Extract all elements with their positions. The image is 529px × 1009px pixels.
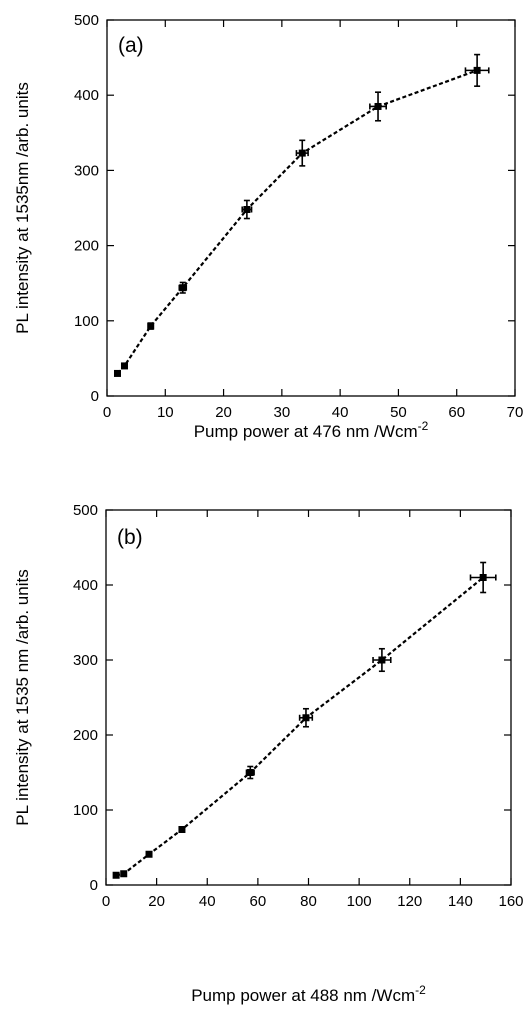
chart-panel-a: 0 10 20 30 40 50 60 70 0 100 200 300 400 500 (a) Pump p…: [13, 12, 523, 441]
y-axis-label: PL intensity at 1535 nm /arb. units: [13, 569, 32, 825]
y-tick-label: 300: [73, 652, 98, 669]
data-point: [246, 769, 254, 776]
y-tick-label: 400: [74, 87, 99, 104]
data-point: [479, 574, 487, 581]
y-tick-label: 500: [73, 502, 98, 519]
x-tick-label: 0: [102, 893, 110, 910]
data-point: [178, 826, 186, 833]
chart-panel-b: 0 20 40 60 80 100 120 140 160 0 100 200 300 400 500 (b)…: [13, 502, 524, 1005]
series-line: [115, 576, 484, 877]
x-tick-label: 60: [448, 404, 465, 421]
x-tick-label: 30: [274, 404, 291, 421]
x-tick-label: 120: [397, 893, 422, 910]
panel-label: (b): [117, 526, 143, 549]
x-tick-label: 40: [332, 404, 349, 421]
data-point: [145, 850, 153, 858]
data-point: [179, 284, 187, 292]
x-tick-label: 20: [148, 893, 165, 910]
x-axis-label: Pump power at 476 nm /Wcm-2: [194, 419, 429, 441]
x-axis-label: Pump power at 488 nm /Wcm-2: [191, 983, 426, 1005]
x-tick-label: 0: [103, 404, 111, 421]
data-point: [120, 362, 128, 370]
data-point: [243, 206, 251, 214]
data-point: [374, 102, 382, 110]
y-tick-label: 200: [73, 727, 98, 744]
x-tick-label: 20: [215, 404, 232, 421]
data-point: [302, 714, 310, 722]
data-point: [298, 149, 306, 157]
y-tick-label: 400: [73, 577, 98, 594]
y-tick-label: 0: [90, 877, 98, 894]
x-tick-label: 70: [507, 404, 524, 421]
data-point: [147, 322, 155, 330]
x-tick-label: 100: [347, 893, 372, 910]
data-point: [112, 871, 120, 879]
y-axis-label: PL intensity at 1535nm /arb. units: [13, 82, 32, 334]
y-tick-label: 100: [74, 313, 99, 330]
data-point: [113, 369, 121, 377]
y-tick-label: 300: [74, 162, 99, 179]
plot-frame: [105, 509, 512, 886]
panel-label: (a): [118, 34, 144, 57]
plot-frame: [106, 19, 516, 397]
x-tick-label: 10: [157, 404, 174, 421]
data-point: [378, 656, 386, 664]
x-tick-label: 40: [199, 893, 216, 910]
x-axis-label-superscript: -2: [415, 983, 426, 997]
x-tick-label: 60: [250, 893, 267, 910]
x-axis-label-text: Pump power at 488 nm /Wcm: [191, 986, 415, 1005]
x-axis-label-text: Pump power at 476 nm /Wcm: [194, 422, 418, 441]
x-tick-label: 140: [448, 893, 473, 910]
data-point: [120, 870, 128, 878]
y-tick-label: 100: [73, 802, 98, 819]
y-tick-label: 200: [74, 238, 99, 255]
y-tick-label: 0: [91, 388, 99, 405]
data-point: [473, 66, 481, 74]
series-line: [116, 69, 478, 375]
x-tick-label: 80: [300, 893, 317, 910]
x-tick-label: 160: [498, 893, 523, 910]
x-axis-label-superscript: -2: [418, 419, 429, 433]
y-tick-label: 500: [74, 12, 99, 29]
x-tick-label: 50: [390, 404, 407, 421]
